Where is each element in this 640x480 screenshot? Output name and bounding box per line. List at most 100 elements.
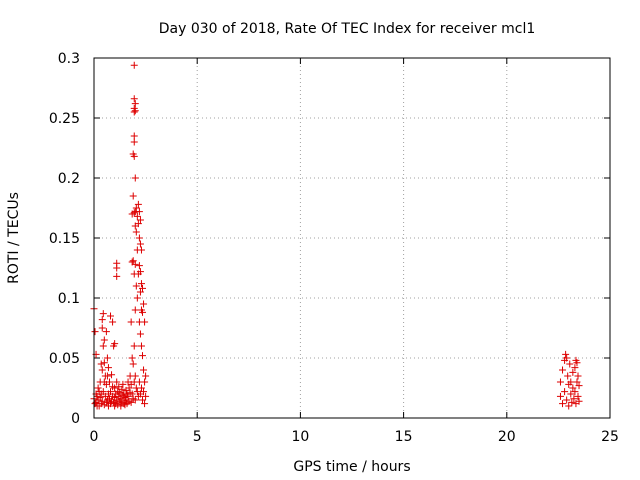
y-tick-label: 0.3	[58, 51, 80, 67]
data-point-marker	[99, 342, 107, 350]
data-point-marker	[108, 371, 116, 379]
data-point-marker	[569, 368, 577, 376]
x-tick-label: 10	[291, 429, 309, 445]
x-tick-label: 25	[601, 429, 619, 445]
data-point-marker	[96, 394, 104, 402]
data-point-marker	[561, 388, 569, 396]
data-points	[90, 61, 583, 410]
data-point-marker	[113, 396, 121, 404]
data-point-marker	[134, 220, 142, 228]
data-point-marker	[100, 336, 108, 344]
data-point-marker	[125, 384, 133, 392]
data-point-marker	[102, 328, 110, 336]
data-point-marker	[98, 397, 106, 405]
data-point-marker	[567, 390, 575, 398]
data-point-marker	[140, 388, 148, 396]
data-point-marker	[135, 208, 143, 216]
data-point-marker	[559, 366, 567, 374]
data-point-marker	[135, 234, 143, 242]
data-point-marker	[139, 352, 147, 360]
data-point-marker	[130, 61, 138, 69]
data-point-marker	[105, 378, 113, 386]
data-point-marker	[131, 107, 139, 115]
data-point-marker	[137, 384, 145, 392]
data-point-marker	[109, 318, 117, 326]
data-point-marker	[94, 384, 102, 392]
data-point-marker	[99, 310, 107, 318]
data-point-marker	[556, 392, 564, 400]
data-point-marker	[129, 257, 137, 265]
data-point-marker	[103, 372, 111, 380]
data-point-marker	[130, 132, 138, 140]
data-point-marker	[139, 396, 147, 404]
data-point-marker	[571, 364, 579, 372]
data-point-marker	[141, 318, 149, 326]
data-point-marker	[574, 372, 582, 380]
data-point-marker	[573, 359, 581, 367]
data-point-marker	[117, 395, 125, 403]
data-point-marker	[141, 400, 149, 408]
data-point-marker	[129, 192, 137, 200]
data-point-marker	[99, 388, 107, 396]
data-point-marker	[113, 264, 121, 272]
x-tick-label: 5	[193, 429, 202, 445]
x-tick-label: 15	[395, 429, 413, 445]
y-tick-label: 0.1	[58, 291, 80, 307]
data-point-marker	[131, 174, 139, 182]
data-point-marker	[111, 384, 119, 392]
data-point-marker	[131, 306, 139, 314]
data-point-marker	[563, 396, 571, 404]
data-point-marker	[91, 328, 99, 336]
data-point-marker	[137, 246, 145, 254]
y-tick-label: 0	[71, 411, 80, 427]
data-point-marker	[131, 396, 139, 404]
data-point-marker	[98, 316, 106, 324]
data-point-marker	[563, 354, 571, 362]
data-point-marker	[566, 360, 574, 368]
data-point-marker	[570, 395, 578, 403]
data-point-marker	[119, 380, 127, 388]
data-point-marker	[130, 95, 138, 103]
data-point-marker	[569, 384, 577, 392]
data-point-marker	[113, 378, 121, 386]
data-point-marker	[97, 360, 105, 368]
data-point-marker	[133, 212, 141, 220]
data-point-marker	[136, 330, 144, 338]
data-point-marker	[113, 272, 121, 280]
data-point-marker	[571, 388, 579, 396]
data-point-marker	[93, 392, 101, 400]
data-point-marker	[98, 324, 106, 332]
data-point-marker	[131, 260, 139, 268]
grid-lines	[94, 58, 610, 418]
data-point-marker	[128, 390, 136, 398]
data-point-marker	[574, 392, 582, 400]
chart-title: Day 030 of 2018, Rate Of TEC Index for r…	[159, 21, 536, 37]
data-point-marker	[132, 204, 140, 212]
data-point-marker	[114, 401, 122, 409]
y-tick-label: 0.15	[49, 231, 80, 247]
data-point-marker	[567, 378, 575, 386]
data-point-marker	[142, 392, 150, 400]
data-point-marker	[103, 354, 111, 362]
x-axis-label: GPS time / hours	[293, 459, 410, 475]
data-point-marker	[137, 280, 145, 288]
data-point-marker	[134, 200, 142, 208]
y-tick-label: 0.2	[58, 171, 80, 187]
data-point-marker	[98, 366, 106, 374]
data-point-marker	[136, 240, 144, 248]
data-point-marker	[139, 284, 147, 292]
data-point-marker	[565, 402, 573, 410]
plot-frame	[93, 57, 611, 419]
data-point-marker	[132, 282, 140, 290]
y-tick-label: 0.05	[49, 351, 80, 367]
data-point-marker	[135, 262, 143, 270]
data-point-marker	[107, 388, 115, 396]
data-point-marker	[141, 378, 149, 386]
data-point-marker	[136, 216, 144, 224]
x-tick-label: 0	[90, 429, 99, 445]
data-point-marker	[127, 398, 135, 406]
data-point-marker	[130, 108, 138, 116]
data-point-marker	[128, 354, 136, 362]
data-point-marker	[137, 342, 145, 350]
